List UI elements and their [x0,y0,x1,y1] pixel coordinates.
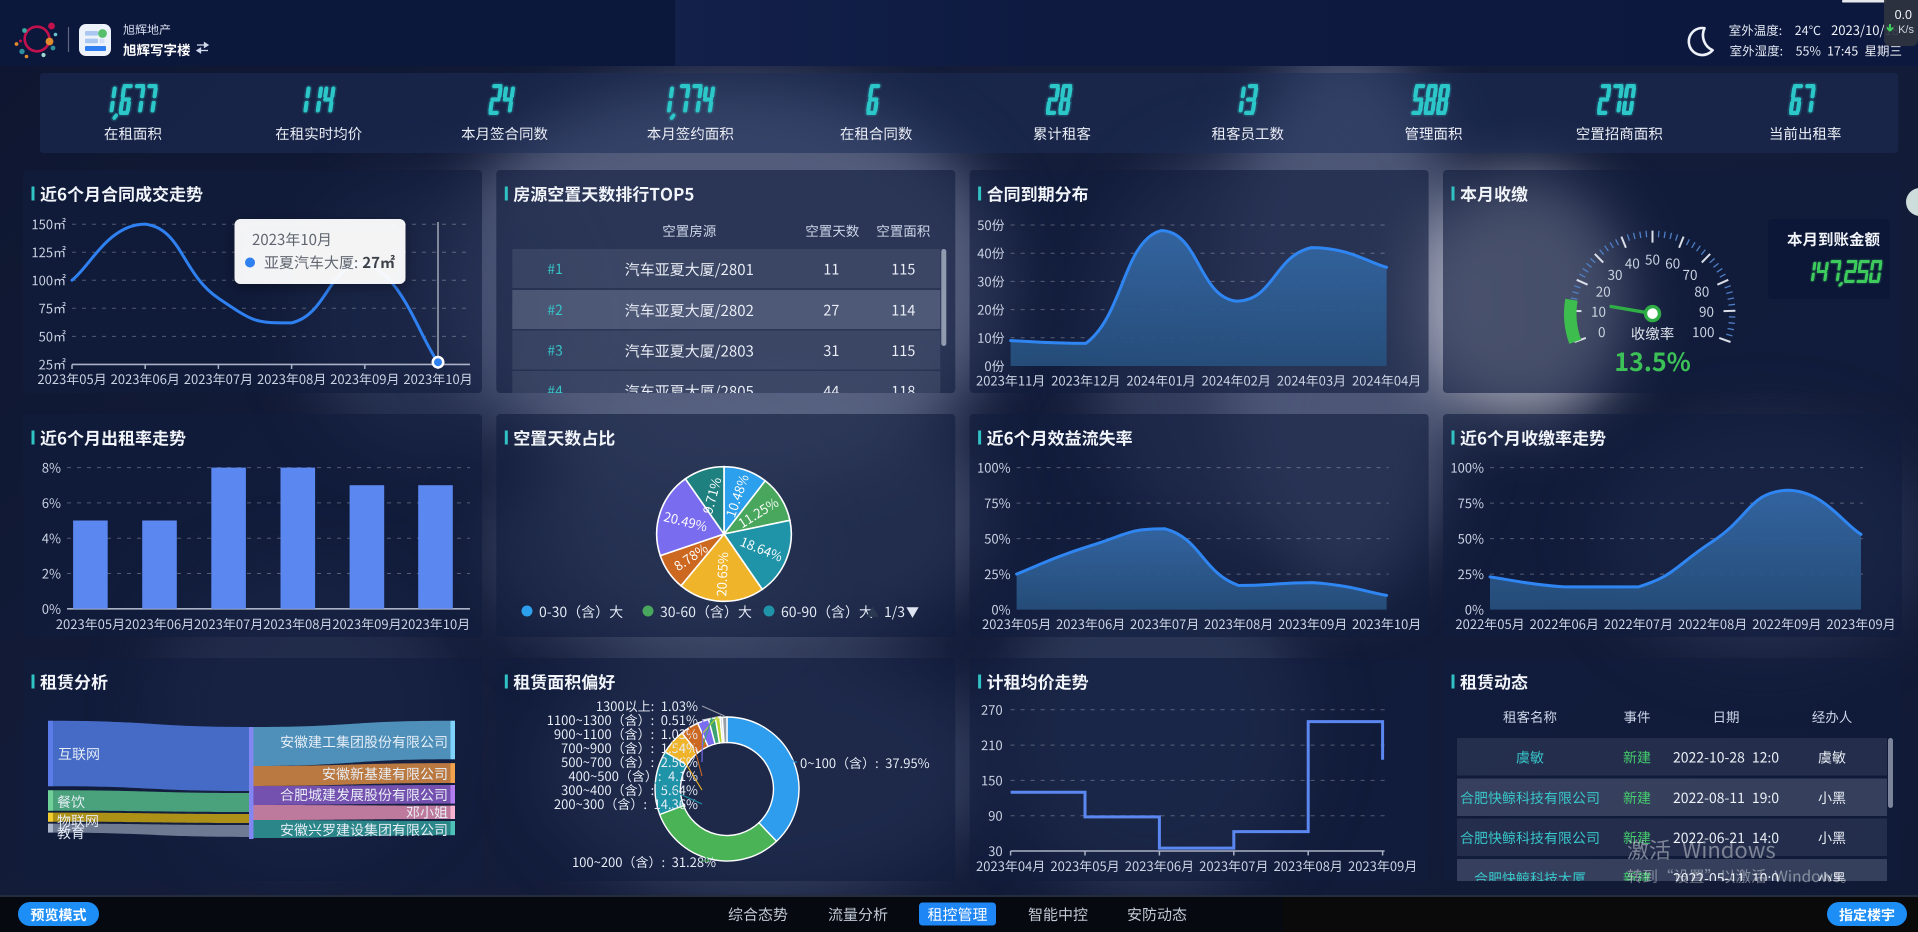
svg-text:K/s: K/s [1898,24,1914,36]
svg-text:0.0: 0.0 [1895,8,1912,22]
